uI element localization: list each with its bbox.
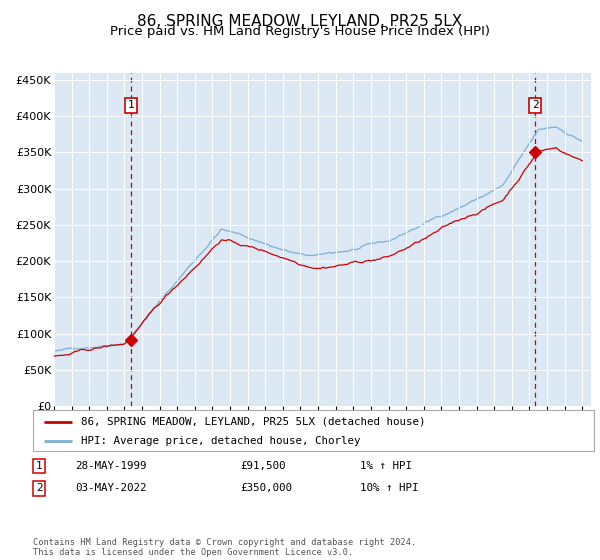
Text: 2: 2 [36, 483, 42, 493]
Text: HPI: Average price, detached house, Chorley: HPI: Average price, detached house, Chor… [80, 436, 360, 446]
Text: £350,000: £350,000 [240, 483, 292, 493]
Text: 28-MAY-1999: 28-MAY-1999 [75, 461, 146, 471]
Text: 10% ↑ HPI: 10% ↑ HPI [360, 483, 419, 493]
Text: 2: 2 [532, 100, 539, 110]
Text: 86, SPRING MEADOW, LEYLAND, PR25 5LX (detached house): 86, SPRING MEADOW, LEYLAND, PR25 5LX (de… [80, 417, 425, 427]
Text: 1: 1 [128, 100, 134, 110]
Text: 1: 1 [36, 461, 42, 471]
Text: Price paid vs. HM Land Registry's House Price Index (HPI): Price paid vs. HM Land Registry's House … [110, 25, 490, 38]
Text: Contains HM Land Registry data © Crown copyright and database right 2024.
This d: Contains HM Land Registry data © Crown c… [33, 538, 416, 557]
Text: 1% ↑ HPI: 1% ↑ HPI [360, 461, 412, 471]
Text: 86, SPRING MEADOW, LEYLAND, PR25 5LX: 86, SPRING MEADOW, LEYLAND, PR25 5LX [137, 14, 463, 29]
Text: 03-MAY-2022: 03-MAY-2022 [75, 483, 146, 493]
Text: £91,500: £91,500 [240, 461, 286, 471]
